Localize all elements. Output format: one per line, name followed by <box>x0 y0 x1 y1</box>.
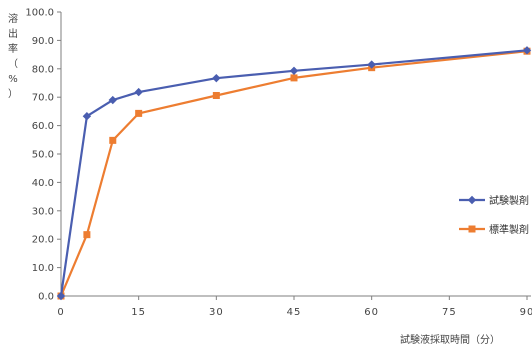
plot-series <box>56 46 532 301</box>
data-point <box>522 46 532 55</box>
x-tick-label: 30 <box>209 307 224 318</box>
legend-item: 標準製剤 <box>459 223 529 236</box>
series-2 <box>57 47 531 300</box>
x-axis-title: 試験液採取時間（分） <box>400 333 500 346</box>
y-tick-label: 100.0 <box>25 8 54 19</box>
x-tick-label: 60 <box>364 307 379 318</box>
data-point <box>83 231 91 239</box>
series-line <box>59 50 528 297</box>
data-point <box>56 291 66 301</box>
data-point <box>82 112 92 121</box>
y-axis: 0.0 10.0 20.0 30.0 40.0 50.0 60.0 70.0 80.0 90.0 1… <box>25 8 62 303</box>
y-axis-title-char: ） <box>8 88 18 100</box>
y-tick-label: 60.0 <box>32 121 54 132</box>
y-tick-label: 40.0 <box>32 178 54 189</box>
y-tick-label: 80.0 <box>32 64 54 75</box>
y-axis-title-char: 溶 <box>8 12 18 25</box>
data-point <box>290 74 298 82</box>
data-point <box>367 60 376 69</box>
y-axis-title: 溶出率 （% ） <box>8 12 18 100</box>
x-tick-label: 45 <box>287 307 302 318</box>
y-axis-title-char: 率 <box>8 42 18 55</box>
legend-swatch-marker <box>468 225 476 233</box>
data-point <box>212 73 221 83</box>
legend-label: 標準製剤 <box>489 223 529 236</box>
y-axis-title-char: 出 <box>8 27 18 40</box>
data-point <box>108 95 117 105</box>
data-point <box>289 66 299 75</box>
x-tick-label: 90 <box>520 307 532 318</box>
x-tick-label: 0 <box>57 307 64 318</box>
data-point <box>109 136 117 144</box>
legend-swatch-marker <box>467 195 477 205</box>
y-tick-label: 50.0 <box>32 150 54 161</box>
y-tick-label: 10.0 <box>32 263 54 274</box>
y-tick-label: 20.0 <box>32 235 54 246</box>
legend-label: 試験製剤 <box>489 194 529 207</box>
data-point <box>134 87 143 97</box>
x-axis: 0 15 30 45 60 75 90 <box>57 295 532 318</box>
x-tick-label: 15 <box>131 307 146 318</box>
y-axis-title-char: % <box>8 74 18 85</box>
y-axis-title-char: （ <box>8 58 18 70</box>
y-tick-label: 30.0 <box>32 206 54 217</box>
y-tick-label: 70.0 <box>32 93 54 104</box>
legend-item: 試験製剤 <box>459 194 529 207</box>
y-tick-label: 0.0 <box>38 292 54 303</box>
y-tick-label: 90.0 <box>32 36 54 47</box>
data-point <box>212 91 220 99</box>
data-point <box>135 109 143 117</box>
series-line <box>59 49 528 297</box>
series-1 <box>56 46 532 301</box>
x-tick-label: 75 <box>442 307 457 318</box>
